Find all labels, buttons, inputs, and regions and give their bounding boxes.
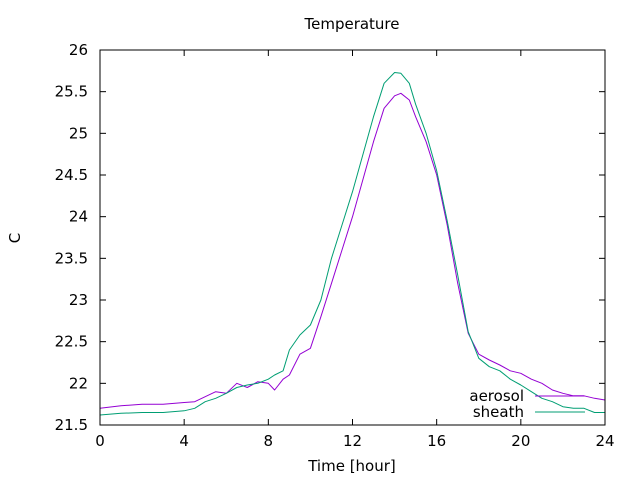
y-tick-label: 21.5 — [55, 416, 88, 434]
y-tick-label: 24 — [69, 208, 88, 226]
x-tick-label: 12 — [343, 432, 362, 450]
y-tick-label: 22.5 — [55, 333, 88, 351]
legend-label-sheath: sheath — [473, 403, 524, 421]
legend-label-aerosol: aerosol — [469, 387, 524, 405]
x-tick-label: 0 — [95, 432, 105, 450]
x-tick-label: 20 — [511, 432, 530, 450]
x-axis-label: Time [hour] — [307, 457, 396, 475]
y-tick-label: 24.5 — [55, 166, 88, 184]
series-line-sheath — [99, 72, 605, 416]
y-tick-label: 25 — [69, 124, 88, 142]
y-tick-label: 22 — [69, 374, 88, 392]
y-tick-label: 23.5 — [55, 249, 88, 267]
x-tick-label: 8 — [264, 432, 274, 450]
y-tick-label: 26 — [69, 41, 88, 59]
y-tick-label: 23 — [69, 291, 88, 309]
series-line-aerosol — [99, 92, 606, 409]
y-tick-label: 25.5 — [55, 83, 88, 101]
plot-frame — [99, 49, 606, 426]
x-tick-label: 4 — [179, 432, 189, 450]
x-tick-label: 16 — [427, 432, 446, 450]
ticks-layer: 0 4 8 12 16 20 24 21.5 22 22.5 23 23.5 24 24.5 25 25.5 2… — [55, 41, 615, 450]
y-axis-label: C — [6, 233, 24, 243]
x-tick-label: 24 — [595, 432, 614, 450]
chart-title: Temperature — [303, 15, 399, 33]
series-layer — [99, 72, 606, 416]
